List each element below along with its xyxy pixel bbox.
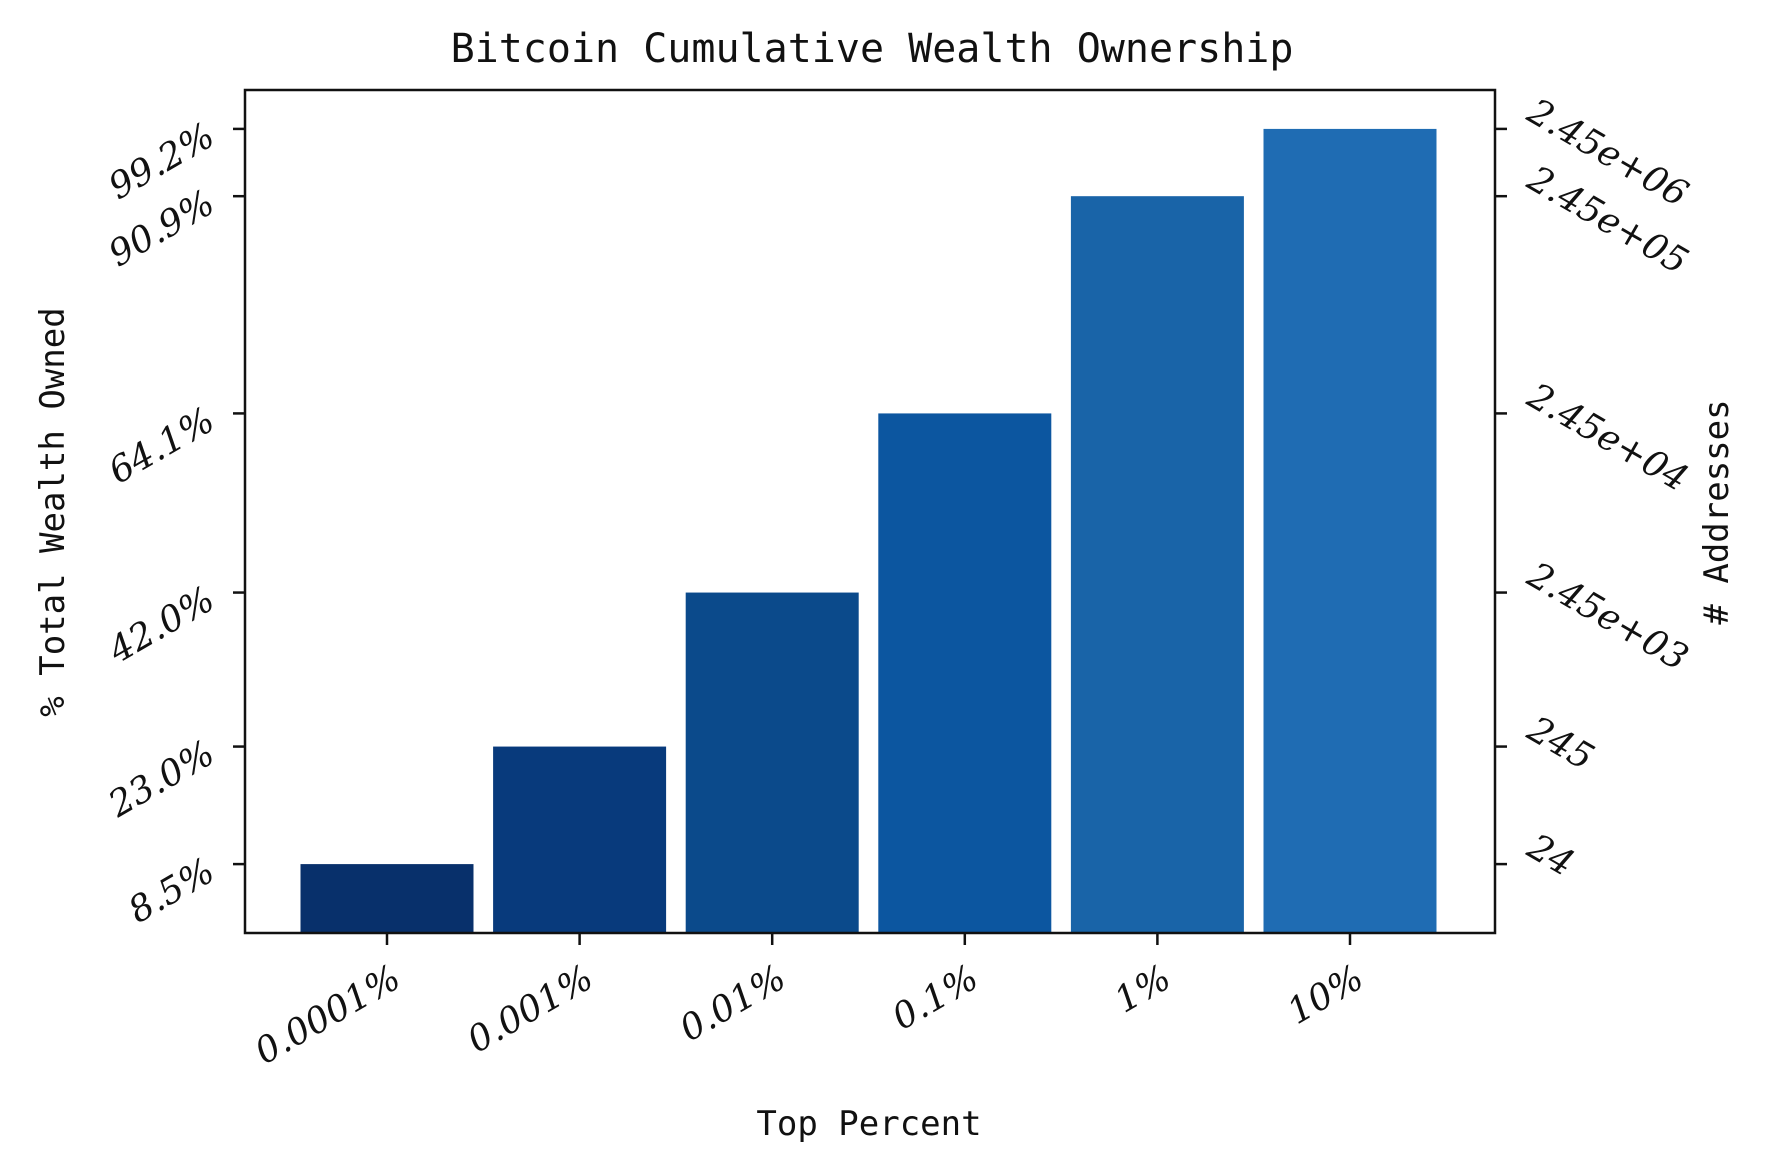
x-tick-label: 0.0001% (248, 957, 407, 1073)
x-axis: 0.0001% 0.001% 0.01% 0.1% 1% 10% (248, 933, 1371, 1073)
y-axis-label: % Total Wealth Owned (33, 307, 73, 716)
left-tick-label: 23.0% (101, 733, 221, 826)
bar-4 (878, 413, 1052, 934)
x-tick-label: 1% (1108, 957, 1178, 1021)
bar-2 (493, 746, 667, 933)
right-tick-label: 24 (1520, 826, 1581, 885)
right-tick-label: 2.45e+03 (1520, 554, 1695, 679)
bar-3 (685, 592, 859, 933)
x-tick-label: 10% (1281, 957, 1371, 1033)
left-tick-label: 42.0% (101, 579, 221, 672)
bars-layer (300, 128, 1437, 934)
right-tick-label: 245 (1520, 708, 1601, 778)
chart-title: Bitcoin Cumulative Wealth Ownership (451, 26, 1294, 72)
bar-5 (1070, 196, 1244, 934)
x-axis-label: Top Percent (756, 1104, 981, 1144)
left-tick-label: 8.5% (122, 850, 222, 931)
y-axis-label-right: # Addresses (1697, 399, 1737, 624)
left-axis: 8.5%23.0%42.0%64.1%90.9%99.2% (101, 115, 245, 932)
bar-1 (300, 864, 474, 933)
right-tick-label: 2.45e+04 (1520, 375, 1695, 500)
plot-frame (243, 88, 1497, 935)
x-tick-label: 0.1% (886, 957, 986, 1038)
left-tick-label: 64.1% (102, 400, 222, 493)
x-tick-label: 0.001% (461, 957, 600, 1061)
x-tick-label: 0.01% (673, 957, 793, 1050)
bar-6 (1263, 128, 1437, 933)
